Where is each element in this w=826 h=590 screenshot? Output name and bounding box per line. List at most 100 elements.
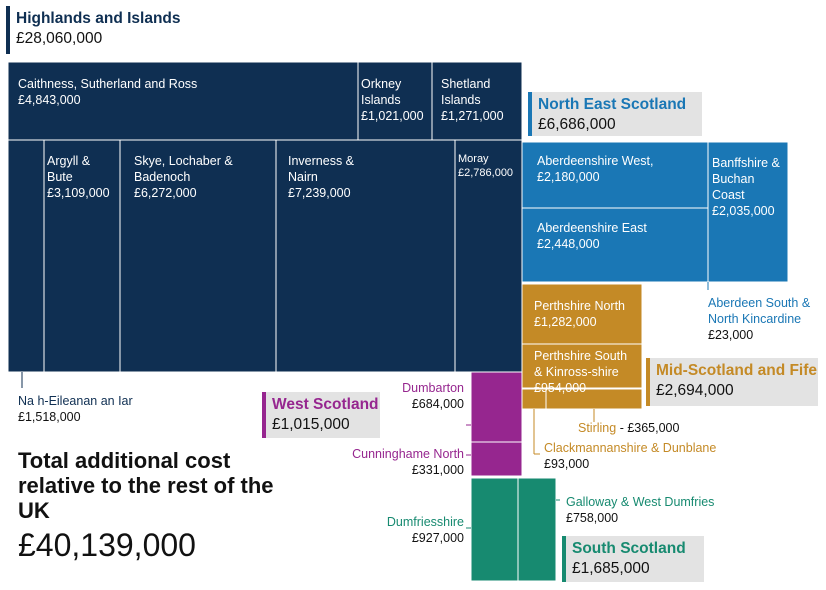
aberdeenshire-west-label: Aberdeenshire West, £2,180,000 (537, 153, 654, 185)
constituency-name: Islands (441, 93, 481, 107)
region-header-west-scotland: West Scotland £1,015,000 (262, 392, 380, 438)
constituency-name: Dumbarton (402, 381, 464, 395)
constituency-name: Orkney (361, 77, 402, 91)
region-color-bar (262, 392, 266, 438)
region-total: £1,015,000 (272, 416, 350, 433)
cell-orkney-islands (357, 61, 433, 141)
cell-galloway-and-west-dumfries (517, 477, 557, 582)
constituency-name: Dumfriesshire (386, 515, 464, 529)
banffshire-and-buchan-coast-label: Banffshire & Buchan Coast £2,035,000 (712, 155, 780, 219)
constituency-name: Clackmannanshire & Dunblane (544, 441, 717, 455)
region-header-south-scotland: South Scotland £1,685,000 (562, 536, 704, 582)
region-name: West Scotland (272, 396, 379, 413)
inverness-and-nairn-label: Inverness & Nairn £7,239,000 (288, 153, 354, 201)
cell-na-h-eileanan-an-iar (7, 139, 45, 373)
caithness-sutherland-and-ross-label: Caithness, Sutherland and Ross £4,843,000 (18, 76, 197, 108)
constituency-value: £1,518,000 (18, 410, 81, 424)
constituency-name: North Kincardine (708, 312, 802, 326)
galloway-and-west-dumfries-label: Galloway & West Dumfries £758,000 (566, 494, 714, 526)
constituency-value: £3,109,000 (47, 186, 110, 200)
cell-perthshire-south-and-kinross-shire (521, 343, 643, 389)
constituency-name: Perthshire South (534, 349, 628, 363)
constituency-name: Shetland (441, 77, 491, 91)
constituency-name: Moray (458, 153, 489, 165)
region-color-bar (528, 92, 532, 136)
constituency-name: Aberdeenshire East (537, 221, 647, 235)
constituency-name: Caithness, Sutherland and Ross (18, 77, 198, 91)
cell-argyll-and-bute (43, 139, 121, 373)
constituency-value: £927,000 (411, 531, 464, 545)
cell-cunninghame-north (470, 441, 523, 477)
constituency-value: £7,239,000 (288, 186, 351, 200)
skye-lochaber-and-badenoch-label: Skye, Lochaber & Badenoch £6,272,000 (134, 153, 233, 201)
region-color-bar (6, 6, 10, 54)
argyll-and-bute-label: Argyll & Bute £3,109,000 (47, 153, 110, 201)
region-name: Mid-Scotland and Fife (656, 362, 818, 379)
constituency-value: £23,000 (708, 328, 754, 342)
constituency-name: Na h-Eileanan an Iar (18, 394, 133, 408)
constituency-value: £6,272,000 (134, 186, 197, 200)
cell-dumfriesshire (470, 477, 519, 582)
constituency-name: Aberdeenshire West, (537, 154, 654, 168)
constituency-value: £684,000 (411, 397, 464, 411)
constituency-name: Badenoch (134, 170, 191, 184)
dumbarton-label: Dumbarton £684,000 (402, 380, 464, 412)
constituency-name: Inverness & (288, 154, 355, 168)
na-h-eileanan-an-iar-label: Na h-Eileanan an Iar £1,518,000 (18, 393, 133, 425)
constituency-value: £758,000 (566, 511, 619, 525)
region-total: £2,694,000 (656, 382, 734, 399)
cell-inverness-and-nairn (275, 139, 456, 373)
constituency-value: £1,271,000 (441, 109, 504, 123)
constituency-name: Islands (361, 93, 401, 107)
orkney-islands-label: Orkney Islands £1,021,000 (361, 76, 424, 124)
region-total: £6,686,000 (538, 116, 616, 133)
dumfriesshire-label: Dumfriesshire £927,000 (387, 514, 464, 546)
constituency-value: £4,843,000 (18, 93, 81, 107)
constituency-value: £1,282,000 (534, 315, 597, 329)
cell-aberdeenshire-east (521, 207, 709, 283)
constituency-name: Aberdeen South & (708, 296, 811, 310)
constituency-name: Cunninghame North (352, 447, 464, 461)
constituency-name: & Kinross-shire (534, 365, 619, 379)
region-name: South Scotland (572, 540, 686, 557)
constituency-name: Argyll & (47, 154, 91, 168)
constituency-name: Buchan (712, 172, 755, 186)
constituency-name: Galloway & West Dumfries (566, 495, 715, 509)
total-cost-title: Total additional cost relative to the re… (18, 448, 274, 523)
shetland-islands-label: Shetland Islands £1,271,000 (441, 76, 504, 124)
moray-label: Moray £2,786,000 (458, 152, 513, 180)
constituency-name: Banffshire & (712, 156, 780, 170)
constituency-value: £954,000 (534, 381, 587, 395)
region-name: Highlands and Islands (16, 10, 181, 27)
constituency-value: £2,786,000 (458, 167, 514, 179)
perthshire-north-label: Perthshire North £1,282,000 (534, 298, 625, 330)
cell-shetland-islands (431, 61, 523, 141)
constituency-value: £2,448,000 (537, 237, 600, 251)
cell-aberdeen-south-and-north-kincardine (707, 281, 789, 284)
constituency-value: £2,035,000 (712, 204, 775, 218)
constituency-name: Coast (712, 188, 745, 202)
total-cost-block: Total additional cost relative to the re… (18, 448, 278, 565)
cunninghame-north-label: Cunninghame North £331,000 (352, 446, 464, 478)
region-header-highlands-and-islands: Highlands and Islands £28,060,000 (6, 6, 182, 54)
stirling-label: Stirling - £365,000 (578, 420, 679, 436)
constituency-value: £331,000 (411, 463, 464, 477)
cell-moray (454, 139, 523, 373)
cell-dumbarton (470, 371, 523, 443)
constituency-name: Skye, Lochaber & (134, 154, 233, 168)
total-cost-value: £40,139,000 (18, 527, 196, 563)
perthshire-south-and-kinross-shire-label: Perthshire South & Kinross-shire £954,000 (534, 348, 627, 396)
constituency-value: £1,021,000 (361, 109, 424, 123)
constituency-name: Perthshire North (534, 299, 626, 313)
region-header-north-east-scotland: North East Scotland £6,686,000 (528, 92, 702, 136)
cell-caithness-sutherland-and-ross (7, 61, 359, 141)
constituency-value: £93,000 (544, 457, 590, 471)
constituency-name: Bute (47, 170, 73, 184)
region-color-bar (646, 358, 650, 406)
clackmannanshire-and-dunblane-label: Clackmannanshire & Dunblane £93,000 (544, 440, 716, 472)
constituency-value: £2,180,000 (537, 170, 600, 184)
region-total: £28,060,000 (16, 30, 103, 47)
cell-perthshire-north (521, 283, 643, 345)
cell-skye-lochaber-and-badenoch (119, 139, 277, 373)
